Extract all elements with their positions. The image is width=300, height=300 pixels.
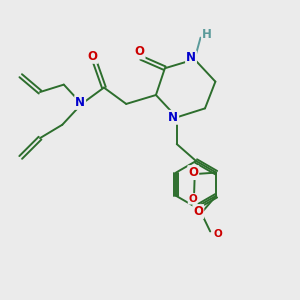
Text: H: H	[202, 28, 212, 41]
Text: O: O	[193, 205, 203, 218]
Text: N: N	[168, 111, 178, 124]
Text: O: O	[213, 230, 222, 239]
Text: O: O	[88, 50, 98, 63]
Text: O: O	[188, 194, 197, 204]
Text: O: O	[188, 166, 198, 179]
Text: N: N	[186, 51, 196, 64]
Text: O: O	[135, 45, 145, 58]
Text: N: N	[75, 96, 85, 109]
